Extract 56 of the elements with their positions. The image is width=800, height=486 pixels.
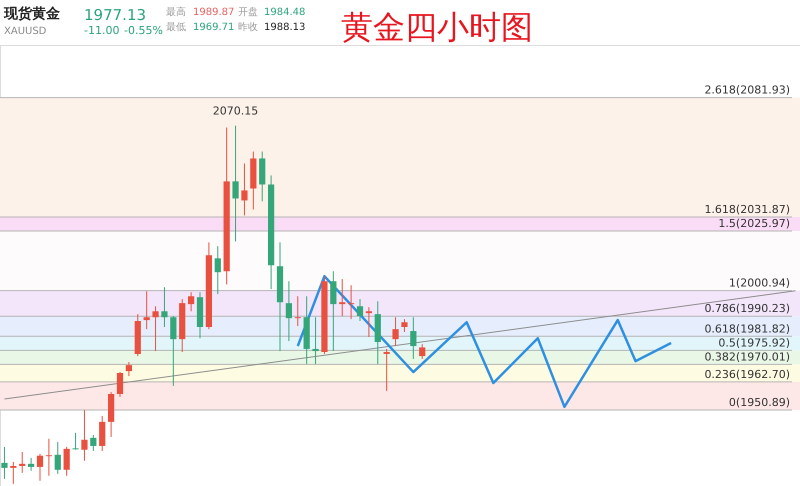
candlestick <box>46 438 52 476</box>
candlestick <box>170 316 176 386</box>
ref-line-label: 0.5(1975.92) <box>718 336 790 350</box>
ref-line-label: 0.236(1962.70) <box>704 368 790 381</box>
candlestick <box>392 316 399 347</box>
text: 1969.71 <box>193 22 234 33</box>
candlestick <box>410 316 416 360</box>
ref-line-label: 0.382(1970.01) <box>704 350 790 364</box>
candlestick <box>144 290 150 330</box>
candlestick <box>356 298 364 322</box>
chart-title: 黄金四小时图 <box>341 8 533 46</box>
ref-line-label: 1(2000.94) <box>728 276 790 290</box>
text: 开盘 <box>238 6 258 18</box>
text: 1984.48 <box>264 7 306 18</box>
text: -11.00 <box>84 24 120 37</box>
ref-line-label: 0(1950.89) <box>728 396 790 409</box>
text: 1977.13 <box>84 6 146 24</box>
candlestick <box>294 296 301 327</box>
candlestick <box>188 292 194 312</box>
candlestick <box>286 280 292 342</box>
candlestick <box>348 284 354 320</box>
text: 最低 <box>166 22 186 33</box>
candlestick <box>116 372 124 398</box>
ref-line-label: 1.5(2025.97) <box>718 217 790 230</box>
ref-line-label: 0.618(1981.82) <box>704 322 790 336</box>
candlestick <box>90 434 96 452</box>
candlestick <box>72 432 79 450</box>
candlestick <box>54 441 61 474</box>
candlestick <box>401 318 408 333</box>
candlestick <box>28 457 34 472</box>
text: 1988.13 <box>264 22 306 33</box>
candlestick <box>232 125 239 242</box>
candlestick <box>419 344 426 360</box>
candlestick <box>36 453 44 482</box>
candlestick <box>19 451 26 474</box>
ref-line-label: 1.618(2031.87) <box>704 202 790 216</box>
text: 昨收 <box>238 21 258 33</box>
text: -0.55% <box>124 24 163 37</box>
ref-line-label: 2.618(2081.93) <box>704 84 790 97</box>
ref-line-label: 0.786(1990.23) <box>704 302 790 316</box>
text: XAUUSD <box>4 26 47 37</box>
candlestick <box>214 246 221 295</box>
candlestick <box>10 461 16 484</box>
candlestick <box>126 362 132 377</box>
candlestick <box>1 446 8 480</box>
text: 1989.87 <box>193 7 234 18</box>
candlestick <box>339 278 346 317</box>
annotation: 2070.15 <box>212 104 258 118</box>
candlestick <box>384 348 390 392</box>
candlestick <box>81 409 88 462</box>
candlestick <box>241 162 248 216</box>
text: 现货黄金 <box>3 6 61 22</box>
candlestick <box>64 446 70 476</box>
text: 最高 <box>166 6 186 18</box>
candlestick <box>312 316 319 364</box>
candlestick <box>330 270 336 352</box>
